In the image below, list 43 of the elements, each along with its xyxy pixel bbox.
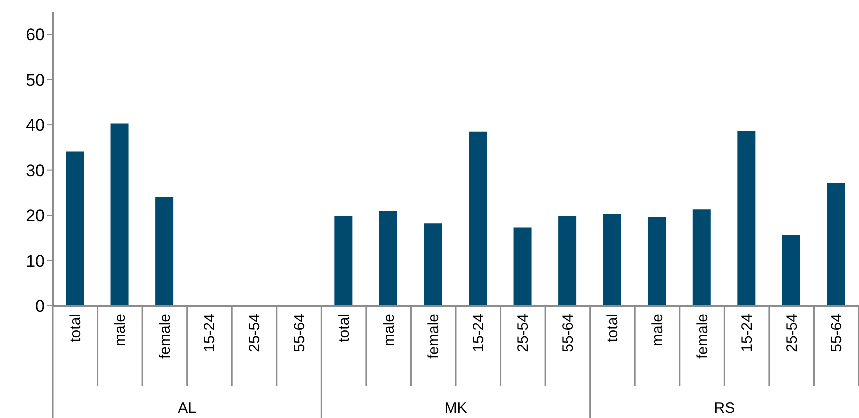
x-tick-label: 55-64 [828,314,846,352]
x-tick-label: female [694,314,712,360]
bar [738,130,756,306]
x-tick-label: 15-24 [202,314,219,352]
text: RS [714,400,736,417]
x-tick-label: 15-24 [470,314,488,352]
y-tick-label: 30 [26,161,45,180]
y-tick-label: 40 [26,116,45,136]
text: MK [444,400,468,417]
bar [782,234,800,306]
bar [514,228,532,306]
bar [603,214,622,306]
x-tick-label: male [650,314,666,347]
bar [469,132,487,306]
x-tick-label: 55-64 [291,314,308,352]
x-tick-label: 25-54 [246,314,264,352]
x-tick-label: female [426,314,443,360]
bar [648,217,666,306]
bar [558,216,577,306]
bar [334,216,353,306]
text: AL [178,400,197,417]
y-tick-label: 0 [36,297,45,316]
x-tick-label: 25-54 [784,314,801,352]
x-tick-label: 25-54 [515,314,532,352]
x-tick-label: total [604,314,622,342]
y-tick-label: 60 [26,26,45,45]
y-tick-label: 50 [26,70,45,90]
x-tick-label: female [156,314,174,360]
bar [110,124,129,306]
bar [827,183,846,306]
bar [692,210,711,306]
y-tick-label: 20 [26,206,45,226]
x-tick-label: total [336,314,354,342]
x-tick-label: 15-24 [739,314,756,352]
x-tick-label: 55-64 [560,314,577,352]
x-tick-label: male [112,314,130,347]
bar [66,152,84,306]
bar [156,196,174,306]
bar [379,211,398,306]
x-tick-label: total [67,314,84,342]
y-tick-label: 10 [26,252,45,271]
x-tick-label: male [380,314,398,347]
bar [424,224,442,306]
